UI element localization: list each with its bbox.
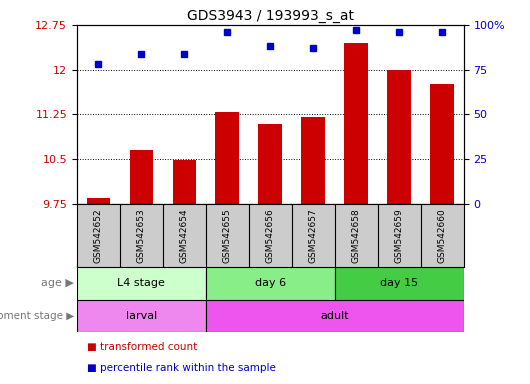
Text: GSM542659: GSM542659 — [395, 208, 404, 263]
Text: L4 stage: L4 stage — [118, 278, 165, 288]
Bar — [77, 267, 206, 300]
Text: GSM542654: GSM542654 — [180, 208, 189, 263]
Text: GSM542653: GSM542653 — [137, 208, 146, 263]
Text: larval: larval — [126, 311, 157, 321]
Bar — [335, 267, 464, 300]
Text: age ▶: age ▶ — [41, 278, 74, 288]
Text: GSM542660: GSM542660 — [438, 208, 447, 263]
Text: GSM542655: GSM542655 — [223, 208, 232, 263]
Bar — [206, 267, 335, 300]
Bar — [259, 124, 282, 204]
Text: ■ transformed count: ■ transformed count — [87, 342, 198, 352]
Text: GSM542658: GSM542658 — [352, 208, 361, 263]
Text: GSM542652: GSM542652 — [94, 208, 103, 263]
Bar — [216, 113, 239, 204]
Text: adult: adult — [321, 311, 349, 321]
Bar — [129, 150, 153, 204]
Bar — [344, 43, 368, 204]
Text: GSM542656: GSM542656 — [266, 208, 275, 263]
Bar — [77, 300, 206, 332]
Bar — [302, 117, 325, 204]
Text: ■ percentile rank within the sample: ■ percentile rank within the sample — [87, 363, 276, 374]
Text: development stage ▶: development stage ▶ — [0, 311, 74, 321]
Text: day 6: day 6 — [255, 278, 286, 288]
Bar — [387, 70, 411, 204]
Text: day 15: day 15 — [380, 278, 418, 288]
Bar — [86, 198, 110, 204]
Bar — [430, 84, 454, 204]
Bar — [172, 160, 196, 204]
Title: GDS3943 / 193993_s_at: GDS3943 / 193993_s_at — [187, 8, 354, 23]
Text: GSM542657: GSM542657 — [309, 208, 318, 263]
Bar — [206, 300, 464, 332]
